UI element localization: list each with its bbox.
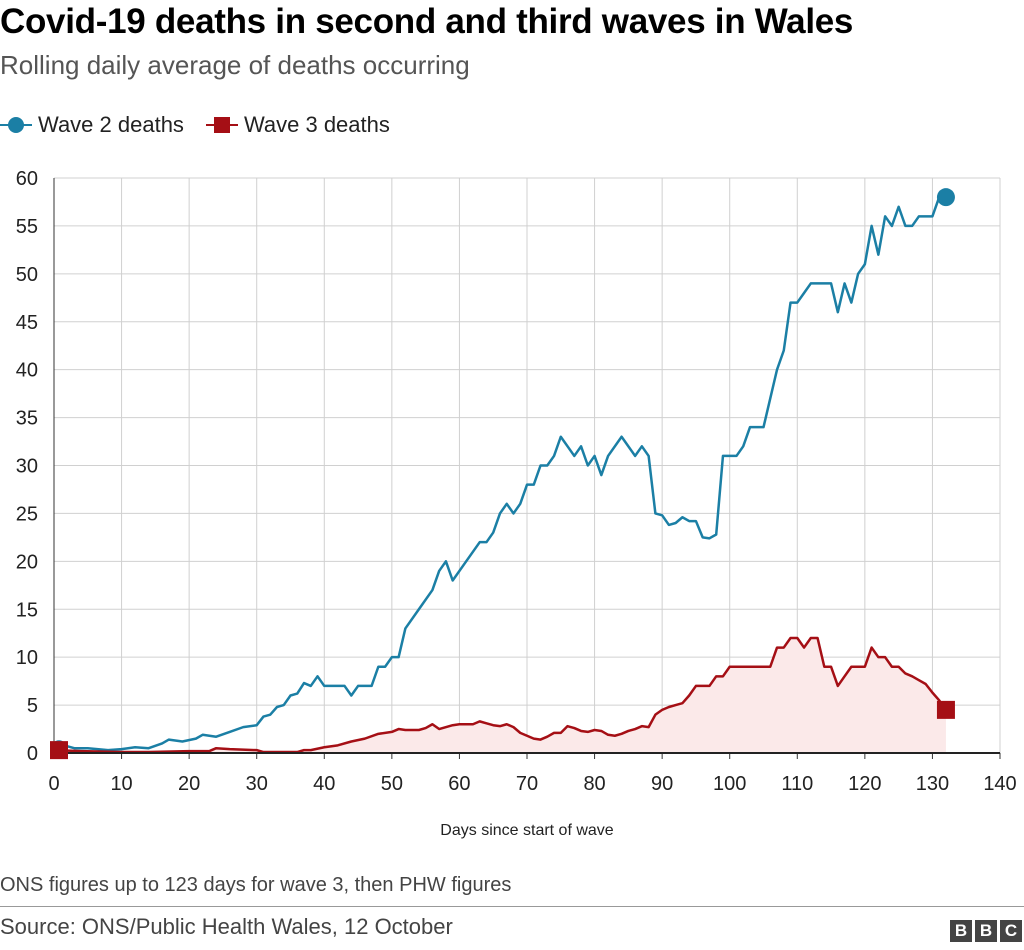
legend: Wave 2 deaths Wave 3 deaths bbox=[0, 108, 412, 142]
y-tick-label: 40 bbox=[16, 360, 38, 382]
series-line-wave3 bbox=[53, 636, 947, 754]
x-tick-label: 110 bbox=[781, 773, 813, 795]
line-chart: 0 5 10 15 20 25 30 35 40 45 50 55 60 0 10 20 30 40 50 60 70 8… bbox=[16, 168, 1017, 839]
y-tick-label: 5 bbox=[27, 695, 38, 717]
logo-letter: B bbox=[975, 920, 997, 942]
x-tick-label: 50 bbox=[381, 773, 403, 795]
x-tick-label: 40 bbox=[313, 773, 335, 795]
x-axis-label: Days since start of wave bbox=[440, 822, 614, 839]
x-tick-label: 60 bbox=[448, 773, 470, 795]
source-note: Source: ONS/Public Health Wales, 12 Octo… bbox=[0, 914, 453, 939]
y-tick-label: 50 bbox=[16, 264, 38, 286]
legend-item-wave3: Wave 3 deaths bbox=[205, 112, 390, 138]
x-tick-label: 100 bbox=[713, 773, 746, 795]
logo-letter: C bbox=[1000, 920, 1022, 942]
divider bbox=[0, 906, 1024, 907]
y-tick-label: 0 bbox=[27, 743, 38, 765]
y-tick-label: 25 bbox=[16, 503, 38, 525]
legend-circle-marker-icon bbox=[0, 117, 32, 133]
legend-label-wave3: Wave 3 deaths bbox=[243, 112, 390, 137]
y-tick-label: 45 bbox=[16, 312, 38, 334]
x-tick-label: 130 bbox=[916, 773, 949, 795]
x-tick-label: 140 bbox=[983, 773, 1016, 795]
wave3-area bbox=[54, 638, 946, 753]
chart-subtitle: Rolling daily average of deaths occurrin… bbox=[0, 50, 470, 80]
y-tick-label: 20 bbox=[16, 551, 38, 573]
y-tick-label: 15 bbox=[16, 599, 38, 621]
y-tick-label: 55 bbox=[16, 216, 38, 238]
legend-label-wave2: Wave 2 deaths bbox=[38, 112, 184, 137]
bbc-logo: B B C bbox=[950, 920, 1022, 942]
chart-title: Covid-19 deaths in second and third wave… bbox=[0, 2, 854, 41]
x-tick-label: 80 bbox=[583, 773, 605, 795]
logo-letter: B bbox=[950, 920, 972, 942]
footnote: ONS figures up to 123 days for wave 3, t… bbox=[0, 874, 512, 896]
y-tick-label: 30 bbox=[16, 456, 38, 478]
wave3-end-marker bbox=[936, 700, 955, 719]
x-tick-label: 10 bbox=[110, 773, 132, 795]
y-tick-label: 60 bbox=[16, 168, 38, 190]
x-tick-label: 30 bbox=[246, 773, 268, 795]
legend-square-marker-icon bbox=[205, 117, 238, 133]
y-tick-label: 10 bbox=[16, 647, 38, 669]
x-tick-label: 20 bbox=[178, 773, 200, 795]
x-tick-label: 70 bbox=[516, 773, 538, 795]
y-tick-label: 35 bbox=[16, 408, 38, 430]
legend-item-wave2: Wave 2 deaths bbox=[0, 112, 184, 138]
series-line-wave2 bbox=[53, 195, 946, 752]
x-tick-label: 120 bbox=[848, 773, 881, 795]
x-tick-label: 90 bbox=[651, 773, 673, 795]
wave2-end-marker bbox=[936, 188, 955, 207]
wave3-start-marker bbox=[50, 741, 68, 760]
x-tick-label: 0 bbox=[48, 773, 59, 795]
